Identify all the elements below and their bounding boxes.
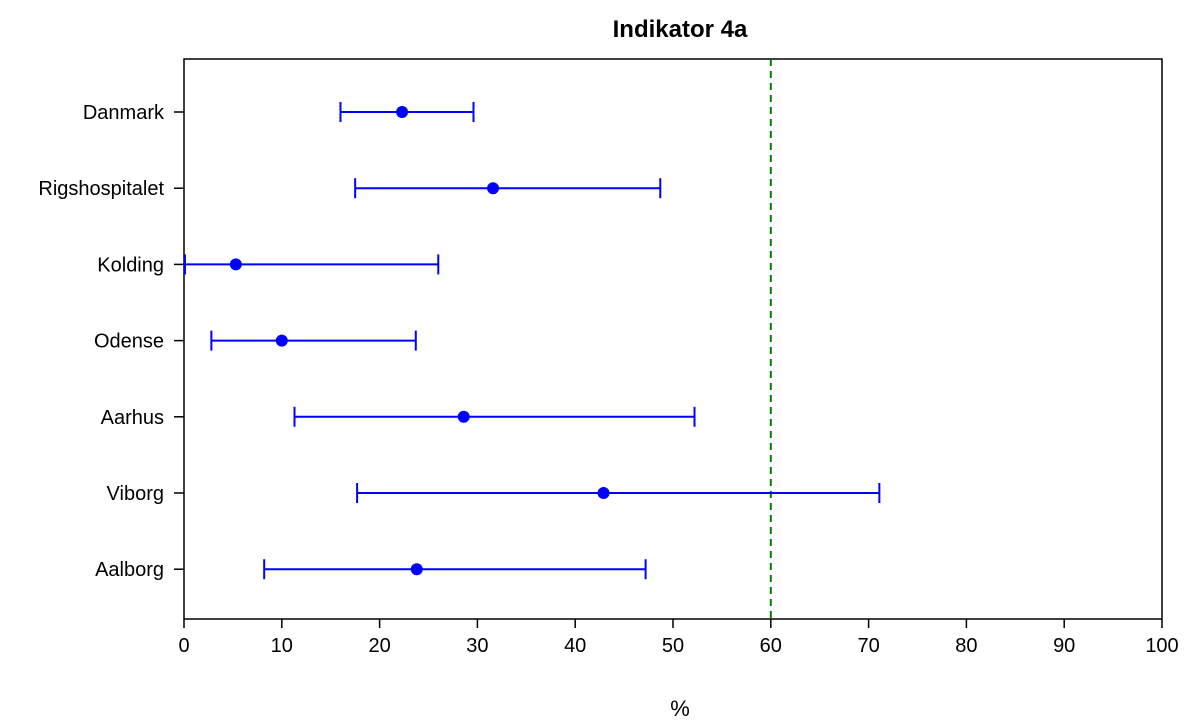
category-label: Viborg bbox=[107, 483, 164, 505]
estimate-point bbox=[457, 410, 470, 423]
category-label: Aarhus bbox=[101, 407, 164, 429]
x-tick-label: 20 bbox=[368, 635, 390, 657]
x-tick-label: 40 bbox=[564, 635, 586, 657]
estimate-point bbox=[410, 563, 423, 576]
estimate-point bbox=[487, 182, 500, 195]
estimate-point bbox=[597, 487, 610, 499]
estimate-point bbox=[396, 106, 409, 118]
category-label: Kolding bbox=[97, 254, 164, 276]
x-tick-label: 50 bbox=[662, 635, 684, 657]
plot-area-frame bbox=[183, 58, 1163, 620]
x-tick-label: 80 bbox=[955, 635, 977, 657]
estimate-point bbox=[229, 258, 242, 271]
x-tick-label: 10 bbox=[271, 635, 293, 657]
estimate-point bbox=[275, 334, 288, 347]
category-label: Danmark bbox=[83, 102, 165, 124]
category-label: Rigshospitalet bbox=[38, 178, 164, 200]
x-axis-label: % bbox=[670, 696, 690, 720]
category-label: Odense bbox=[94, 331, 164, 353]
x-tick-label: 90 bbox=[1053, 635, 1075, 657]
category-label: Aalborg bbox=[95, 559, 164, 581]
x-tick-label: 60 bbox=[760, 635, 782, 657]
x-tick-label: 30 bbox=[466, 635, 488, 657]
x-tick-label: 70 bbox=[857, 635, 879, 657]
x-tick-label: 0 bbox=[178, 635, 189, 657]
x-tick-label: 100 bbox=[1145, 635, 1178, 657]
chart-title: Indikator 4a bbox=[613, 16, 748, 43]
